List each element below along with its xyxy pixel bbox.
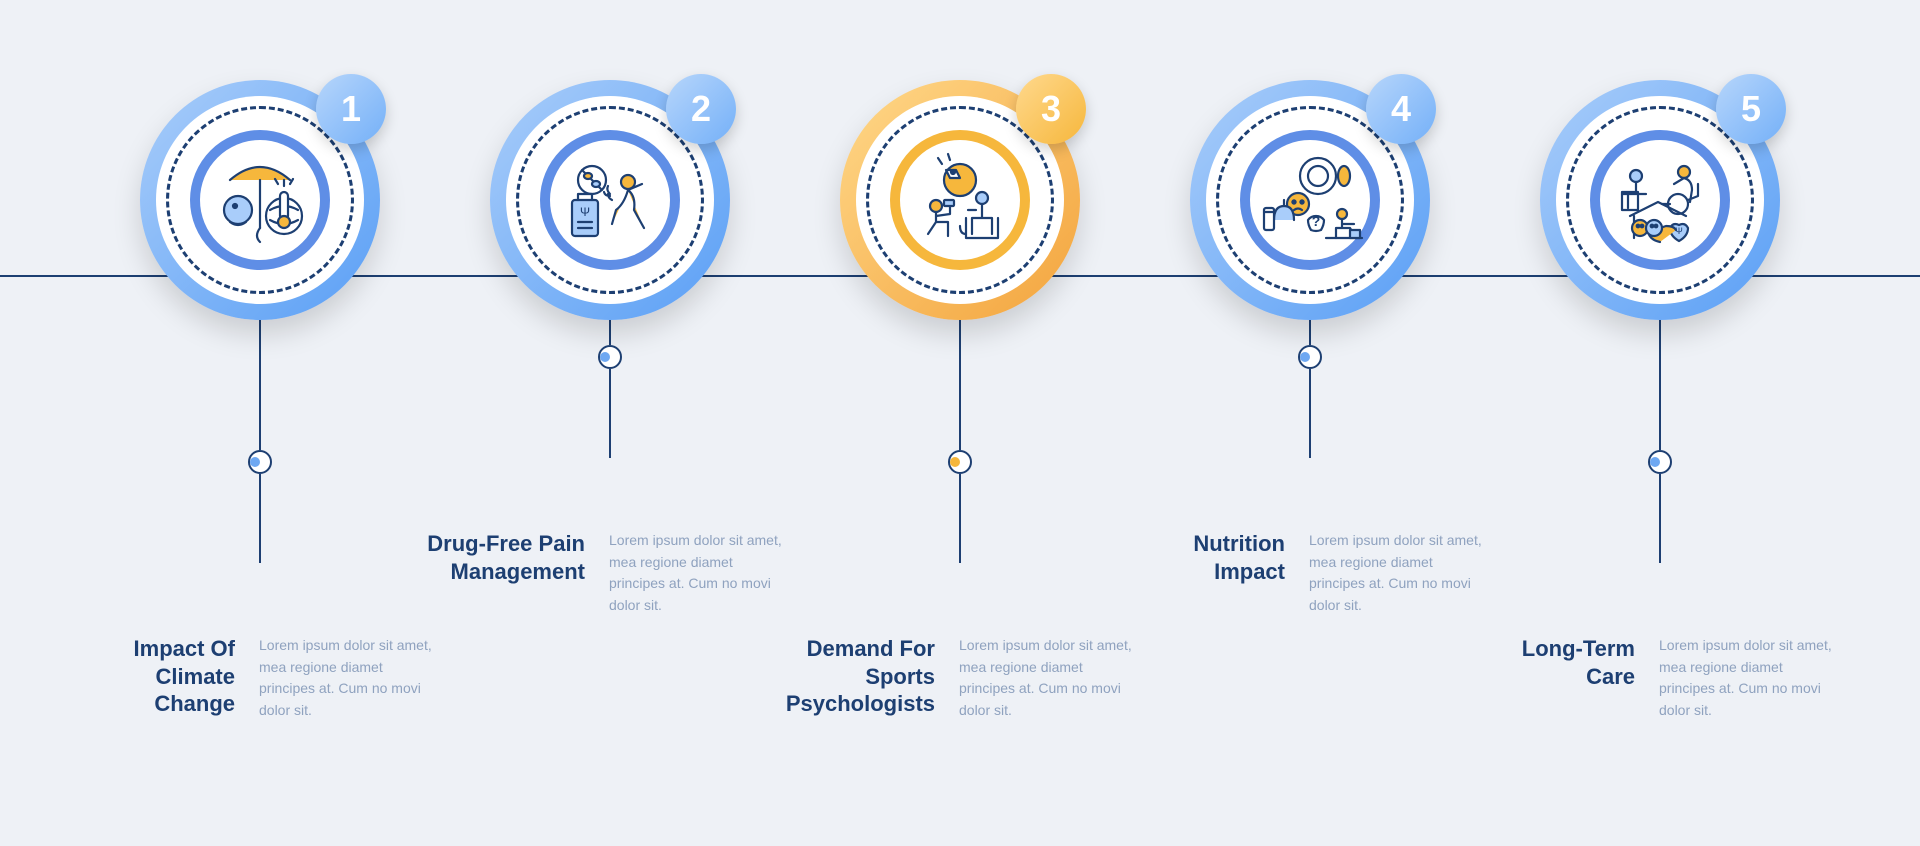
number-badge: 2: [666, 74, 736, 144]
connector-stem: [1659, 320, 1661, 450]
connector-node: [248, 450, 272, 474]
medallion: Ψ 2: [490, 80, 730, 320]
nutrition-icon: ?: [1250, 140, 1370, 260]
number-badge: 3: [1016, 74, 1086, 144]
connector-stem: [259, 320, 261, 450]
icon-disc: Ψ: [550, 140, 670, 260]
medallion: 3: [840, 80, 1080, 320]
connector-stem-lower: [259, 474, 261, 563]
item-text-block: Long-Term Care Lorem ipsum dolor sit amet…: [1470, 635, 1840, 722]
connector-node-dot: [250, 457, 260, 467]
number-badge: 1: [316, 74, 386, 144]
connector-stem: [609, 320, 611, 345]
icon-disc: ?: [1250, 140, 1370, 260]
icon-disc: [200, 140, 320, 260]
infographic-item-1: 1Impact Of Climate ChangeLorem ipsum dol…: [130, 80, 390, 563]
icon-background: Ψ: [540, 130, 680, 270]
connector-stem: [959, 320, 961, 450]
icon-background: [890, 130, 1030, 270]
connector-node: [1298, 345, 1322, 369]
number-badge: 5: [1716, 74, 1786, 144]
svg-text:?: ?: [1312, 213, 1321, 229]
item-body: Lorem ipsum dolor sit amet, mea regione …: [1309, 530, 1489, 617]
connector-node: [948, 450, 972, 474]
item-title: Long-Term Care: [1470, 635, 1635, 722]
item-text-block: Nutrition Impact Lorem ipsum dolor sit am…: [1120, 530, 1490, 617]
item-body: Lorem ipsum dolor sit amet, mea regione …: [1659, 635, 1839, 722]
infographic-item-2: Ψ 2Drug-Free Pain ManagementLorem ipsum …: [480, 80, 740, 563]
connector-node: [598, 345, 622, 369]
connector-node-dot: [600, 352, 610, 362]
svg-text:Ψ: Ψ: [580, 205, 590, 219]
infographic-item-4: ? 4Nutrition ImpactLorem ipsum dolor sit…: [1180, 80, 1440, 563]
connector-node-dot: [1300, 352, 1310, 362]
connector-stem-lower: [609, 369, 611, 458]
icon-disc: Ψ: [1600, 140, 1720, 260]
item-body: Lorem ipsum dolor sit amet, mea regione …: [959, 635, 1139, 722]
climate-icon: [200, 140, 320, 260]
sports-icon: [900, 140, 1020, 260]
connector-stem-lower: [1309, 369, 1311, 458]
item-title: Demand For Sports Psychologists: [770, 635, 935, 722]
connector-node-dot: [950, 457, 960, 467]
infographic-item-5: Ψ 5Long-Term CareLorem ipsum dolor sit a…: [1530, 80, 1790, 563]
item-title: Drug-Free Pain Management: [420, 530, 585, 617]
care-icon: Ψ: [1600, 140, 1720, 260]
item-body: Lorem ipsum dolor sit amet, mea regione …: [259, 635, 439, 722]
item-text-block: Demand For Sports Psychologists Lorem ips…: [770, 635, 1140, 722]
item-title: Impact Of Climate Change: [70, 635, 235, 722]
icon-background: ?: [1240, 130, 1380, 270]
icon-background: [190, 130, 330, 270]
icon-disc: [900, 140, 1020, 260]
connector-stem: [1309, 320, 1311, 345]
medallion: ? 4: [1190, 80, 1430, 320]
number-badge: 4: [1366, 74, 1436, 144]
infographic-item-3: 3Demand For Sports PsychologistsLorem ip…: [830, 80, 1090, 563]
item-body: Lorem ipsum dolor sit amet, mea regione …: [609, 530, 789, 617]
medallion: Ψ 5: [1540, 80, 1780, 320]
connector-stem-lower: [1659, 474, 1661, 563]
item-text-block: Impact Of Climate Change Lorem ipsum dolo…: [70, 635, 440, 722]
icon-background: Ψ: [1590, 130, 1730, 270]
medallion: 1: [140, 80, 380, 320]
item-title: Nutrition Impact: [1120, 530, 1285, 617]
pain-icon: Ψ: [550, 140, 670, 260]
item-text-block: Drug-Free Pain Management Lorem ipsum dol…: [420, 530, 790, 617]
connector-stem-lower: [959, 474, 961, 563]
infographic-items-row: 1Impact Of Climate ChangeLorem ipsum dol…: [0, 80, 1920, 563]
connector-node: [1648, 450, 1672, 474]
connector-node-dot: [1650, 457, 1660, 467]
